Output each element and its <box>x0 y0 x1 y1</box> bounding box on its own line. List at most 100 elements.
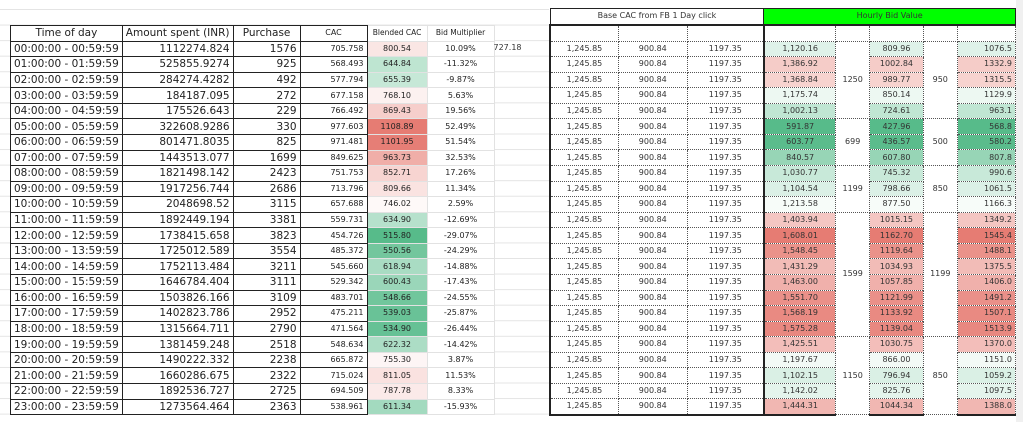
hourly-bid-cell[interactable]: 850.14 <box>868 87 924 104</box>
hourly-bid-cell[interactable]: 963.1 <box>956 102 1016 120</box>
bid-multiplier-cell[interactable]: -14.42% <box>427 336 495 353</box>
empty-cell[interactable] <box>922 23 958 42</box>
bid-multiplier-cell[interactable]: 2.59% <box>427 196 495 213</box>
amount-cell[interactable]: 175526.643 <box>121 102 234 120</box>
base-cac-cell[interactable]: 900.84 <box>617 196 688 213</box>
blended-cac-cell[interactable]: 622.32 <box>366 336 428 353</box>
base-cac-cell[interactable]: 1,245.85 <box>549 273 619 291</box>
bid-multiplier-cell[interactable]: 51.54% <box>427 133 495 151</box>
bid-multiplier-cell[interactable]: -11.32% <box>427 56 495 73</box>
hourly-bid-cell[interactable]: 1044.34 <box>868 398 924 416</box>
blended-cac-cell[interactable]: 809.66 <box>366 180 428 198</box>
hourly-bid-cell[interactable]: 1545.4 <box>956 227 1016 244</box>
blended-cac-cell[interactable]: 618.94 <box>366 258 428 275</box>
hourly-bid-cell[interactable]: 1513.9 <box>956 320 1016 338</box>
hourly-bid-cell[interactable]: 1388.0 <box>956 398 1016 416</box>
base-cac-header[interactable]: Base CAC from FB 1 Day click <box>549 8 765 25</box>
amount-cell[interactable]: 1315664.711 <box>121 320 234 338</box>
bid-cap-cell[interactable]: 950 <box>922 40 958 120</box>
hourly-bid-cell[interactable]: 1491.2 <box>956 289 1016 307</box>
hourly-bid-cell[interactable]: 866.00 <box>868 351 924 369</box>
amount-cell[interactable]: 2048698.52 <box>121 196 234 213</box>
blended-cac-cell[interactable]: 611.34 <box>366 398 428 416</box>
hourly-bid-cell[interactable]: 1,120.16 <box>762 40 837 58</box>
bid-cap-cell[interactable]: 850 <box>922 165 958 213</box>
hourly-bid-cell[interactable]: 1015.15 <box>868 211 924 229</box>
purchase-cell[interactable]: 2952 <box>232 305 301 322</box>
hourly-bid-cell[interactable]: 1,175.74 <box>762 87 837 104</box>
blended-cac-cell[interactable]: 655.39 <box>366 71 428 89</box>
empty-cell[interactable] <box>549 23 619 42</box>
hourly-bid-cell[interactable]: 580.2 <box>956 133 1016 151</box>
cac-cell[interactable]: 977.603 <box>299 118 368 135</box>
cac-cell[interactable]: 559.731 <box>299 211 368 229</box>
base-cac-cell[interactable]: 1,245.85 <box>549 71 619 89</box>
hourly-bid-cell[interactable]: 1507.1 <box>956 305 1016 322</box>
cac-cell[interactable]: 475.211 <box>299 305 368 322</box>
amount-cell[interactable]: 1646784.404 <box>121 274 234 291</box>
cac-cell[interactable]: 713.796 <box>299 180 368 198</box>
base-cac-cell[interactable]: 1197.35 <box>686 398 765 416</box>
blended-cac-cell[interactable]: 548.66 <box>366 289 428 307</box>
cac-cell[interactable]: 971.481 <box>299 133 368 151</box>
hourly-bid-cell[interactable]: 1,104.54 <box>762 180 837 198</box>
base-cac-cell[interactable]: 1197.35 <box>686 133 765 151</box>
hourly-bid-cell[interactable]: 1,444.31 <box>762 398 837 416</box>
base-cac-cell[interactable]: 1197.35 <box>686 242 765 260</box>
amount-cell[interactable]: 1752113.484 <box>121 258 234 275</box>
amount-cell[interactable]: 284274.4282 <box>121 71 234 89</box>
purchase-cell[interactable]: 229 <box>232 102 301 120</box>
time-cell[interactable]: 12:00:00 - 12:59:59 <box>10 227 123 244</box>
blended-cac-cell[interactable]: 634.90 <box>366 211 428 229</box>
purchase-cell[interactable]: 1576 <box>232 40 301 58</box>
hourly-bid-cell[interactable]: 1139.04 <box>868 320 924 338</box>
hourly-bid-cell[interactable]: 1030.75 <box>868 336 924 353</box>
empty-cell[interactable] <box>835 23 870 42</box>
base-cac-cell[interactable]: 900.84 <box>617 336 688 353</box>
hourly-bid-cell[interactable]: 1406.0 <box>956 273 1016 291</box>
bid-cap-cell[interactable]: 1250 <box>835 40 870 120</box>
bid-cap-cell[interactable]: 1599 <box>835 211 870 338</box>
bid-multiplier-cell[interactable]: 11.53% <box>427 367 495 384</box>
purchase-cell[interactable]: 2423 <box>232 165 301 182</box>
blended-cac-cell[interactable]: 600.43 <box>366 274 428 291</box>
blended-cac-cell[interactable]: 787.78 <box>366 382 428 400</box>
time-cell[interactable]: 13:00:00 - 13:59:59 <box>10 242 123 260</box>
blended-cac-cell[interactable]: 811.05 <box>366 367 428 384</box>
hourly-bid-cell[interactable]: 1129.9 <box>956 87 1016 104</box>
base-cac-cell[interactable]: 1,245.85 <box>549 305 619 322</box>
base-cac-cell[interactable]: 1197.35 <box>686 165 765 182</box>
amount-cell[interactable]: 1443513.077 <box>121 149 234 167</box>
purchase-cell[interactable]: 3211 <box>232 258 301 275</box>
cac-cell[interactable]: 454.726 <box>299 227 368 244</box>
hourly-bid-cell[interactable]: 809.96 <box>868 40 924 58</box>
cac-cell[interactable]: 657.688 <box>299 196 368 213</box>
blended-cac-cell[interactable]: 768.10 <box>366 87 428 104</box>
hourly-bid-cell[interactable]: 568.8 <box>956 118 1016 135</box>
hourly-bid-cell[interactable]: 1,431.29 <box>762 258 837 275</box>
cac-cell[interactable]: 548.634 <box>299 336 368 353</box>
blended-cac-cell[interactable]: 963.73 <box>366 149 428 167</box>
blended-cac-cell[interactable]: 515.80 <box>366 227 428 244</box>
empty-cell[interactable] <box>956 23 1016 42</box>
base-cac-cell[interactable]: 900.84 <box>617 87 688 104</box>
time-cell[interactable]: 00:00:00 - 00:59:59 <box>10 40 123 58</box>
hourly-bid-cell[interactable]: 603.77 <box>762 133 837 151</box>
purchase-cell[interactable]: 2238 <box>232 351 301 369</box>
base-cac-cell[interactable]: 900.84 <box>617 71 688 89</box>
cac-cell[interactable]: 577.794 <box>299 71 368 89</box>
hourly-bid-cell[interactable]: 1375.5 <box>956 258 1016 275</box>
base-cac-cell[interactable]: 1197.35 <box>686 227 765 244</box>
base-cac-cell[interactable]: 900.84 <box>617 242 688 260</box>
amount-cell[interactable]: 1402823.786 <box>121 305 234 322</box>
cac-cell[interactable]: 545.660 <box>299 258 368 275</box>
base-cac-cell[interactable]: 1,245.85 <box>549 102 619 120</box>
cac-cell[interactable]: 483.701 <box>299 289 368 307</box>
time-cell[interactable]: 10:00:00 - 10:59:59 <box>10 196 123 213</box>
hourly-bid-cell[interactable]: 877.50 <box>868 196 924 213</box>
bid-cap-cell[interactable]: 699 <box>835 118 870 166</box>
base-cac-cell[interactable]: 900.84 <box>617 56 688 73</box>
base-cac-cell[interactable]: 1197.35 <box>686 336 765 353</box>
hourly-bid-cell[interactable]: 427.96 <box>868 118 924 135</box>
hourly-bid-cell[interactable]: 1,368.84 <box>762 71 837 89</box>
